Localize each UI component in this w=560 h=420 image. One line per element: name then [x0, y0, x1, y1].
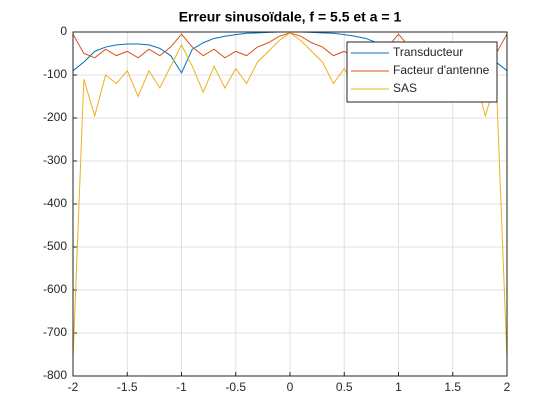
- x-tick-label: -1: [176, 380, 187, 394]
- legend-label: SAS: [393, 81, 417, 95]
- y-tick-label: -600: [43, 282, 67, 296]
- y-tick-label: 0: [60, 24, 67, 38]
- legend-box: [346, 41, 498, 103]
- x-tick-label: 2: [504, 380, 511, 394]
- legend-label: Facteur d'antenne: [393, 63, 490, 77]
- legend-label: Transducteur: [393, 45, 463, 59]
- y-tick-label: -400: [43, 196, 67, 210]
- y-tick-label: -100: [43, 67, 67, 81]
- y-tick-label: -300: [43, 153, 67, 167]
- axes-box: [72, 31, 508, 377]
- x-tick-label: 1: [395, 380, 402, 394]
- y-tick-label: -800: [43, 368, 67, 382]
- x-tick-label: -0.5: [225, 380, 246, 394]
- x-tick-label: 0: [287, 380, 294, 394]
- y-tick-label: -500: [43, 239, 67, 253]
- y-tick-label: -700: [43, 325, 67, 339]
- x-tick-label: -1.5: [117, 380, 138, 394]
- chart-title: Erreur sinusoïdale, f = 5.5 et a = 1: [179, 9, 402, 25]
- x-tick-label: 1.5: [444, 380, 461, 394]
- x-tick-label: 0.5: [336, 380, 353, 394]
- x-tick-label: -2: [68, 380, 79, 394]
- y-tick-label: -200: [43, 110, 67, 124]
